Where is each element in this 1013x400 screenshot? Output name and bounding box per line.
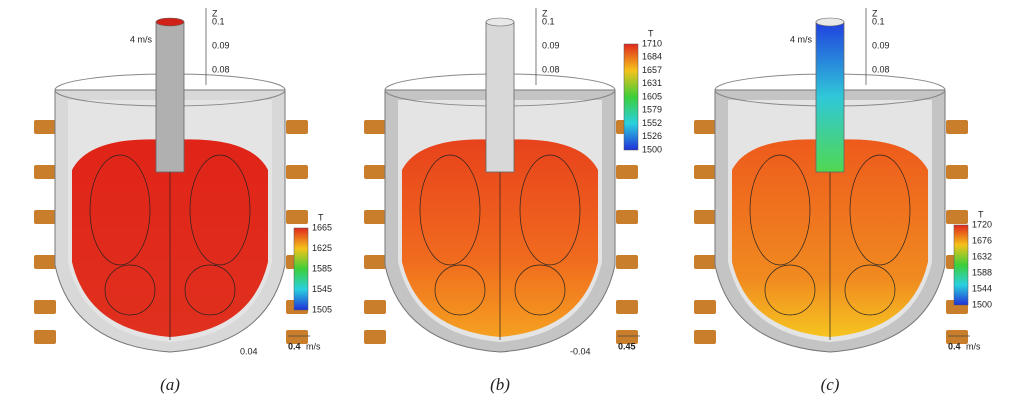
brick: [616, 165, 638, 179]
nozzle-label: 4 m/s: [790, 34, 813, 44]
brick: [616, 255, 638, 269]
brick: [694, 255, 716, 269]
legend-label: 1579: [642, 105, 662, 115]
legend-label: 1605: [642, 91, 662, 101]
colorbar: [294, 228, 308, 310]
axis-tick-label: 0.1: [872, 16, 885, 26]
legend-label: 1710: [642, 38, 662, 48]
nozzle: [486, 22, 514, 172]
legend-label: 1676: [972, 235, 992, 245]
brick: [364, 330, 386, 344]
axis-tick-label: 0.08: [542, 64, 560, 74]
brick: [34, 330, 56, 344]
brick: [34, 300, 56, 314]
brick: [34, 165, 56, 179]
vector-scale: 0.45: [618, 341, 636, 351]
legend-title: T: [318, 212, 324, 222]
legend-label: 1552: [642, 118, 662, 128]
nozzle-top: [486, 18, 514, 26]
panel: 4 m/sZ0.10.090.08T1720167616321588154415…: [694, 8, 992, 394]
nozzle-top: [156, 18, 184, 26]
brick: [364, 165, 386, 179]
brick: [34, 120, 56, 134]
brick: [364, 300, 386, 314]
brick: [286, 120, 308, 134]
axis-tick-label: 0.09: [872, 40, 890, 50]
brick: [34, 255, 56, 269]
brick: [286, 165, 308, 179]
nozzle: [816, 22, 844, 172]
brick: [946, 210, 968, 224]
caption: (b): [490, 375, 510, 394]
legend-label: 1505: [312, 304, 332, 314]
brick: [616, 210, 638, 224]
legend-label: 1665: [312, 222, 332, 232]
axis-tick-label: 0.1: [542, 16, 555, 26]
figure: 4 m/sZ0.10.090.080.04T166516251585154515…: [0, 0, 1013, 400]
colorbar: [624, 44, 638, 150]
brick: [616, 300, 638, 314]
nozzle-label: 4 m/s: [130, 34, 153, 44]
legend-label: 1500: [642, 144, 662, 154]
legend-label: 1585: [312, 263, 332, 273]
legend-label: 1545: [312, 284, 332, 294]
colorbar: [954, 225, 968, 305]
brick: [694, 330, 716, 344]
brick: [946, 120, 968, 134]
axis-tick-label: -0.04: [570, 346, 591, 356]
axis-tick-label: 0.09: [212, 40, 230, 50]
legend-label: 1632: [972, 251, 992, 261]
nozzle-top: [816, 18, 844, 26]
vector-scale: 0.4: [948, 341, 961, 351]
legend-label: 1526: [642, 131, 662, 141]
legend-label: 1720: [972, 219, 992, 229]
axis-tick-label: 0.04: [240, 346, 258, 356]
brick: [694, 300, 716, 314]
brick: [694, 210, 716, 224]
legend-label: 1588: [972, 267, 992, 277]
brick: [286, 210, 308, 224]
legend-label: 1500: [972, 299, 992, 309]
brick: [34, 210, 56, 224]
brick: [946, 165, 968, 179]
brick: [364, 210, 386, 224]
vector-scale: 0.4: [288, 341, 301, 351]
legend-label: 1544: [972, 283, 992, 293]
caption: (c): [821, 375, 840, 394]
panel: 4 m/sZ0.10.090.080.04T166516251585154515…: [34, 8, 332, 394]
legend-label: 1684: [642, 52, 662, 62]
legend-label: 1657: [642, 65, 662, 75]
nozzle: [156, 22, 184, 172]
axis-tick-label: 0.08: [872, 64, 890, 74]
brick: [694, 165, 716, 179]
legend-label: 1631: [642, 78, 662, 88]
axis-tick-label: 0.1: [212, 16, 225, 26]
brick: [694, 120, 716, 134]
caption: (a): [160, 375, 180, 394]
panel: Z0.10.090.08-0.04T1710168416571631160515…: [364, 8, 662, 394]
brick: [364, 255, 386, 269]
vector-unit: m/s: [306, 341, 321, 351]
legend-title: T: [648, 28, 654, 38]
axis-tick-label: 0.08: [212, 64, 230, 74]
brick: [364, 120, 386, 134]
vector-unit: m/s: [966, 341, 981, 351]
legend-title: T: [978, 209, 984, 219]
axis-tick-label: 0.09: [542, 40, 560, 50]
legend-label: 1625: [312, 243, 332, 253]
